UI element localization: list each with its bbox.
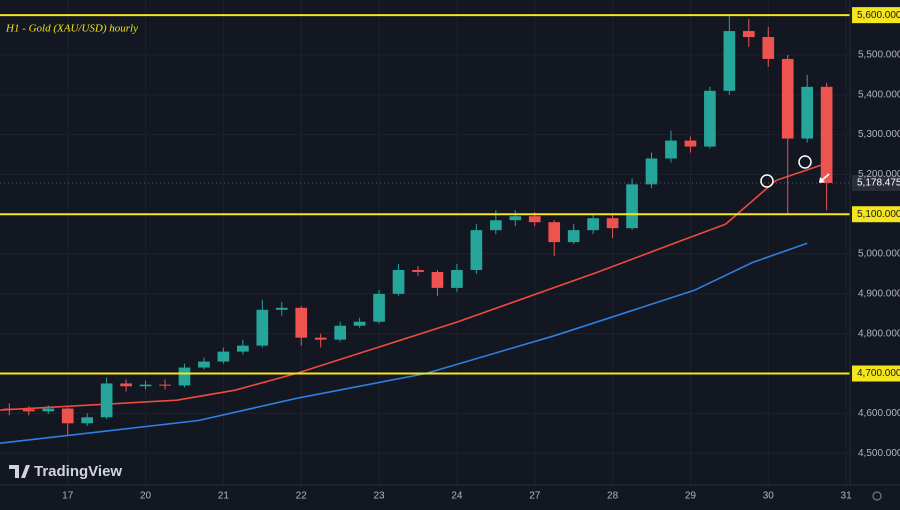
candle-body <box>548 222 561 243</box>
moving-averages <box>0 162 827 444</box>
candle-body <box>762 37 775 59</box>
level-label: 5,600.000 <box>857 10 900 21</box>
candle-body <box>295 307 308 338</box>
x-tick-label: 24 <box>451 491 463 502</box>
level-box <box>852 365 900 382</box>
candle-body <box>392 269 405 294</box>
candle-body <box>587 218 599 231</box>
candle-body <box>567 230 580 243</box>
x-tick-label: 30 <box>763 491 775 502</box>
x-tick-label: 31 <box>841 491 853 502</box>
candle-body <box>489 220 502 231</box>
candle-body <box>256 309 269 346</box>
candle-body <box>178 367 191 386</box>
y-tick-label: 5,400.000 <box>858 89 900 100</box>
level-label: 4,700.000 <box>857 368 900 379</box>
candle-body <box>820 86 833 183</box>
candle-body <box>198 361 210 368</box>
x-tick-label: 27 <box>529 491 541 502</box>
candle-body <box>665 140 677 159</box>
candle-body <box>217 351 230 362</box>
candle-body <box>704 90 716 147</box>
logo: TradingView <box>9 463 122 480</box>
x-tick-label: 22 <box>296 491 308 502</box>
candle-body <box>470 230 483 270</box>
y-tick-label: 4,800.000 <box>858 328 900 339</box>
level-label: 5,100.000 <box>857 209 900 220</box>
candle-body <box>645 158 658 185</box>
candle-body <box>606 218 619 229</box>
candle-body <box>22 409 35 412</box>
y-tick-label: 5,200.000 <box>858 169 900 180</box>
x-tick-label: 23 <box>374 491 386 502</box>
levels: 5,178.475 5,600.000 5,100.000 4,700.000 <box>0 7 900 382</box>
candles <box>3 15 833 436</box>
moving-average <box>0 242 808 444</box>
candle-body <box>237 345 249 352</box>
candle-body <box>528 216 541 223</box>
candle-body <box>81 417 94 424</box>
candle-body <box>801 86 814 139</box>
annotation-arrow <box>819 173 830 183</box>
x-tick-label: 20 <box>140 491 152 502</box>
moving-average <box>0 162 827 411</box>
grid <box>0 0 850 485</box>
annotation-circle <box>760 174 774 188</box>
y-tick-label: 4,500.000 <box>858 448 900 459</box>
candle-body <box>139 384 152 387</box>
candle-body <box>509 216 522 221</box>
candle-body <box>61 408 74 424</box>
level-box <box>852 206 900 223</box>
y-tick-label: 4,900.000 <box>858 289 900 300</box>
last-price-label: 5,178.475 <box>857 178 900 189</box>
candle-body <box>781 58 794 139</box>
candle-body <box>3 408 16 410</box>
chart-title: H1 - Gold (XAU/USD) hourly <box>5 23 138 35</box>
x-tick-label: 28 <box>607 491 619 502</box>
settings-icon[interactable] <box>872 491 882 501</box>
x-tick-label: 21 <box>218 491 230 502</box>
candle-body <box>373 293 385 322</box>
y-tick-label: 5,000.000 <box>858 249 900 260</box>
x-tick-label: 29 <box>685 491 697 502</box>
candle-body <box>334 325 346 340</box>
candle-body <box>100 383 113 418</box>
candle-body <box>159 384 171 386</box>
level-box <box>852 7 900 24</box>
candle-body <box>684 140 697 147</box>
candle-body <box>431 271 444 288</box>
last-price-box <box>852 174 900 191</box>
logo-text: TradingView <box>34 463 122 480</box>
candle-body <box>120 383 132 387</box>
axes: 4,500.000 4,600.000 4,800.000 4,900.000 5,00… <box>62 50 900 502</box>
y-tick-label: 5,300.000 <box>858 129 900 140</box>
candle-body <box>353 321 366 326</box>
candle-body <box>275 307 288 310</box>
candle-body <box>451 269 463 288</box>
x-tick-label: 17 <box>62 491 74 502</box>
candle-body <box>723 31 736 91</box>
y-tick-label: 4,600.000 <box>858 408 900 419</box>
candle-body <box>626 184 638 229</box>
y-tick-label: 5,500.000 <box>858 50 900 61</box>
candle-body <box>314 337 327 340</box>
annotation-circle <box>798 155 812 169</box>
candle-body <box>412 269 424 272</box>
candle-body <box>742 31 755 38</box>
candle-body <box>42 408 55 412</box>
